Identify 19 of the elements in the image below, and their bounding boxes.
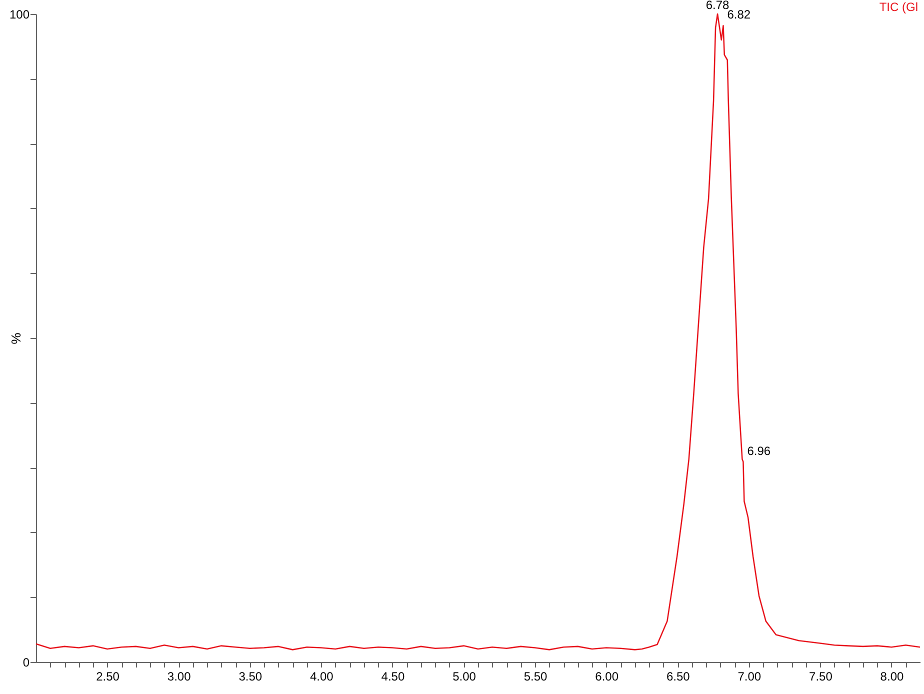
- x-tick-label: 6.50: [666, 670, 690, 684]
- x-tick-label: 7.50: [809, 670, 833, 684]
- text: TIC (Gl: [879, 0, 918, 14]
- x-tick-label: 2.50: [96, 670, 120, 684]
- x-tick-label: 5.00: [452, 670, 476, 684]
- x-tick-label: 5.50: [524, 670, 548, 684]
- annotation: 6.96: [747, 444, 771, 458]
- x-tick-label: 4.00: [310, 670, 334, 684]
- x-tick-label: 8.00: [880, 670, 904, 684]
- annotation: 6.82: [727, 8, 751, 22]
- x-tick-label: 6.00: [595, 670, 619, 684]
- annotation: 6.78: [706, 0, 730, 12]
- y-tick-label: 100: [9, 8, 30, 22]
- y-tick-label: 0: [22, 656, 30, 670]
- x-tick-label: 3.50: [238, 670, 262, 684]
- y-axis-title: %: [8, 332, 24, 344]
- x-tick-label: 3.00: [167, 670, 192, 684]
- x-tick-label: 7.00: [738, 670, 762, 684]
- x-tick-label: 4.50: [381, 670, 405, 684]
